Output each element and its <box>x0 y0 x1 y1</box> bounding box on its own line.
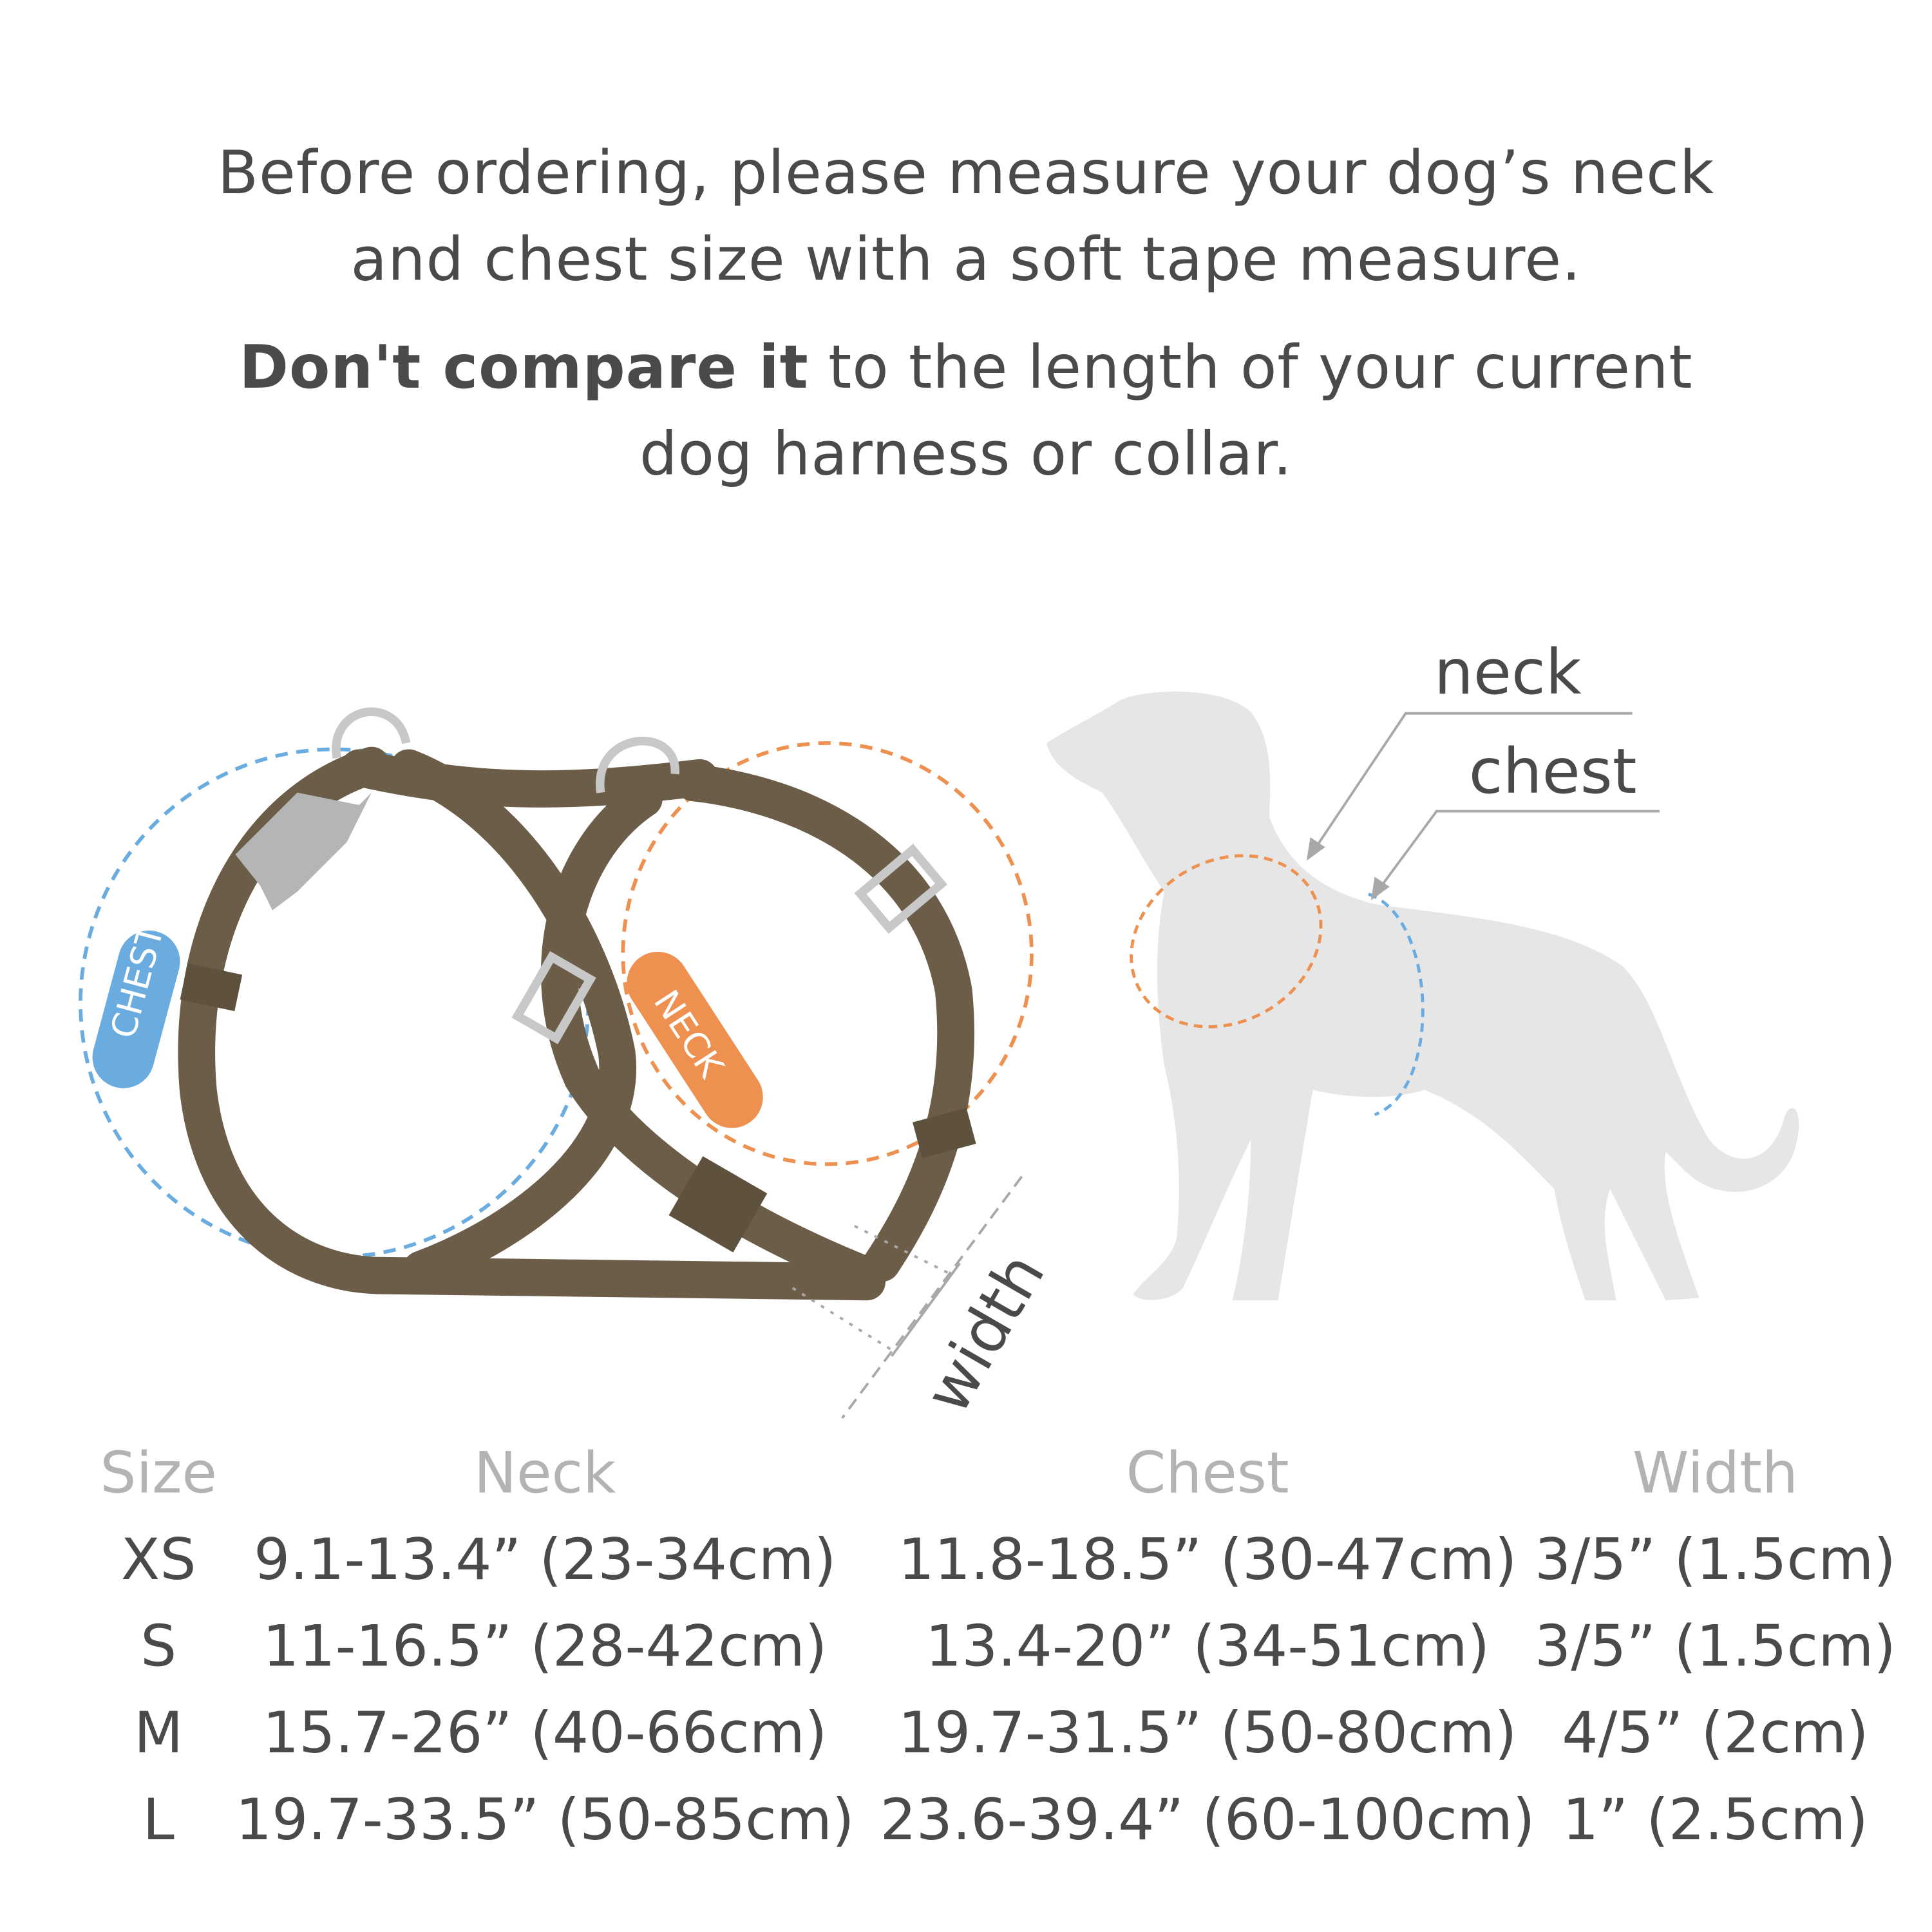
cell-chest: 19.7-31.5” (50-80cm) <box>898 1699 1517 1766</box>
neck-measure-circle <box>621 741 1034 1166</box>
cell-neck: 11-16.5” (28-42cm) <box>263 1612 828 1680</box>
header-neck: Neck <box>473 1439 616 1506</box>
warning-rest: to the length of your current <box>808 333 1693 403</box>
dog-chest-label: chest <box>1468 735 1637 808</box>
width-guide-line <box>791 1287 893 1351</box>
width-measure-line-solid <box>891 1262 961 1357</box>
dog-neck-measure <box>1130 854 1323 1028</box>
header-width: Width <box>1632 1439 1798 1506</box>
neck-arrow-icon <box>1306 837 1325 861</box>
strap-keeper <box>913 1108 976 1159</box>
intro-line-1: Before ordering, please measure your dog… <box>217 138 1715 209</box>
intro-paragraph-2: Don't compare it to the length of your c… <box>0 325 1932 498</box>
intro-line-3: Don't compare it to the length of your c… <box>0 325 1932 412</box>
strap-keeper <box>180 963 243 1012</box>
cell-size: M <box>133 1699 184 1766</box>
width-guide-line <box>854 1225 954 1277</box>
header-size: Size <box>100 1439 217 1506</box>
slider-buckle-icon <box>854 844 948 934</box>
dog-chest-measure <box>1368 893 1425 1117</box>
cell-chest: 11.8-18.5” (30-47cm) <box>898 1526 1517 1593</box>
harness-neck-loop <box>675 764 974 1282</box>
chest-leader-line <box>1376 810 1660 893</box>
cell-chest: 23.6-39.4” (60-100cm) <box>880 1786 1535 1853</box>
harness-inner-strap <box>390 749 636 1289</box>
cell-size: S <box>140 1612 177 1680</box>
intro-line-2: and chest size with a soft tape measure. <box>350 225 1582 295</box>
strap-keeper <box>668 1156 768 1253</box>
cell-width: 1” (2.5cm) <box>1562 1786 1868 1853</box>
intro-line-4: dog harness or collar. <box>639 419 1293 489</box>
harness <box>178 746 974 1301</box>
chest-tag <box>92 930 180 1088</box>
chest-arrow-icon <box>1370 876 1390 901</box>
cell-width: 4/5” (2cm) <box>1562 1699 1869 1766</box>
intro-paragraph-1: Before ordering, please measure your dog… <box>0 130 1932 303</box>
side-release-buckle-icon <box>235 792 372 911</box>
cell-chest: 13.4-20” (34-51cm) <box>925 1612 1490 1680</box>
cell-width: 3/5” (1.5cm) <box>1535 1612 1896 1680</box>
neck-tag <box>627 951 763 1128</box>
d-ring-icon <box>596 736 679 793</box>
d-ring-icon <box>332 707 411 759</box>
harness-bottom-strap <box>365 1256 886 1301</box>
dog-neck-label: neck <box>1434 636 1582 709</box>
harness-diagonal-strap <box>541 780 886 1294</box>
width-measure-line <box>841 1175 1023 1419</box>
width-label: width <box>911 1241 1058 1425</box>
cell-size: XS <box>120 1526 196 1593</box>
header-chest: Chest <box>1126 1439 1289 1506</box>
warning-bold: Don't compare it <box>239 333 809 403</box>
cell-neck: 9.1-13.4” (23-34cm) <box>253 1526 837 1593</box>
slider-buckle-icon <box>511 951 596 1045</box>
cell-width: 3/5” (1.5cm) <box>1535 1526 1896 1593</box>
cell-size: L <box>142 1786 175 1853</box>
neck-leader-line <box>1311 712 1633 853</box>
cell-neck: 15.7-26” (40-66cm) <box>263 1699 828 1766</box>
cell-neck: 19.7-33.5” (50-85cm) <box>235 1786 855 1853</box>
